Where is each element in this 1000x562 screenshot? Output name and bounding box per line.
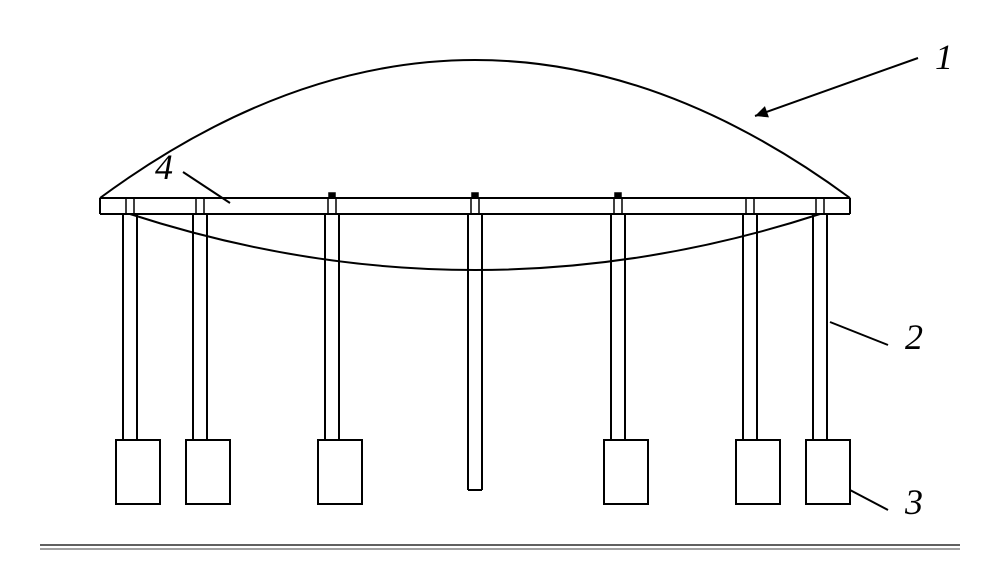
technical-diagram: [0, 0, 1000, 562]
